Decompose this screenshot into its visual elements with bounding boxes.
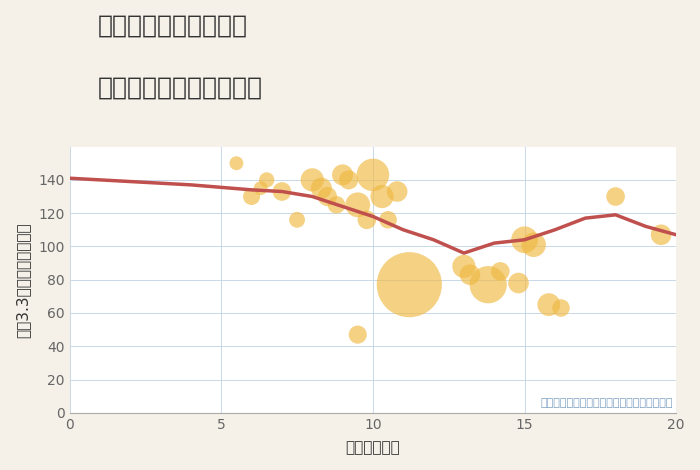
Point [382, 216, 393, 224]
Point [322, 193, 333, 200]
Point [655, 231, 666, 239]
Text: 兵庫県宝塚市山本南の: 兵庫県宝塚市山本南の [98, 14, 248, 38]
Point [519, 236, 530, 243]
Point [276, 188, 288, 195]
Point [543, 301, 554, 308]
Point [352, 201, 363, 209]
Point [404, 281, 415, 289]
Point [337, 171, 348, 179]
Point [528, 241, 539, 249]
Point [458, 263, 470, 270]
Point [377, 193, 388, 200]
Point [464, 271, 475, 278]
Point [513, 279, 524, 287]
Point [368, 171, 379, 179]
Point [246, 193, 257, 200]
Text: 円の大きさは、取引のあった物件面積を示す: 円の大きさは、取引のあった物件面積を示す [540, 398, 673, 408]
Point [343, 176, 354, 184]
Point [391, 188, 402, 195]
Point [352, 331, 363, 338]
Point [231, 159, 242, 167]
Point [361, 216, 372, 224]
Point [331, 201, 342, 209]
Point [255, 184, 266, 192]
Point [316, 184, 327, 192]
Point [261, 176, 272, 184]
X-axis label: 駅距離（分）: 駅距離（分） [346, 440, 400, 455]
Point [610, 193, 621, 200]
Point [555, 304, 566, 312]
Text: 駅距離別中古戸建て価格: 駅距離別中古戸建て価格 [98, 75, 263, 99]
Point [482, 281, 493, 289]
Point [307, 176, 318, 184]
Y-axis label: 坪（3.3㎡）単価（万円）: 坪（3.3㎡）単価（万円） [15, 222, 30, 337]
Point [495, 267, 506, 275]
Point [291, 216, 302, 224]
